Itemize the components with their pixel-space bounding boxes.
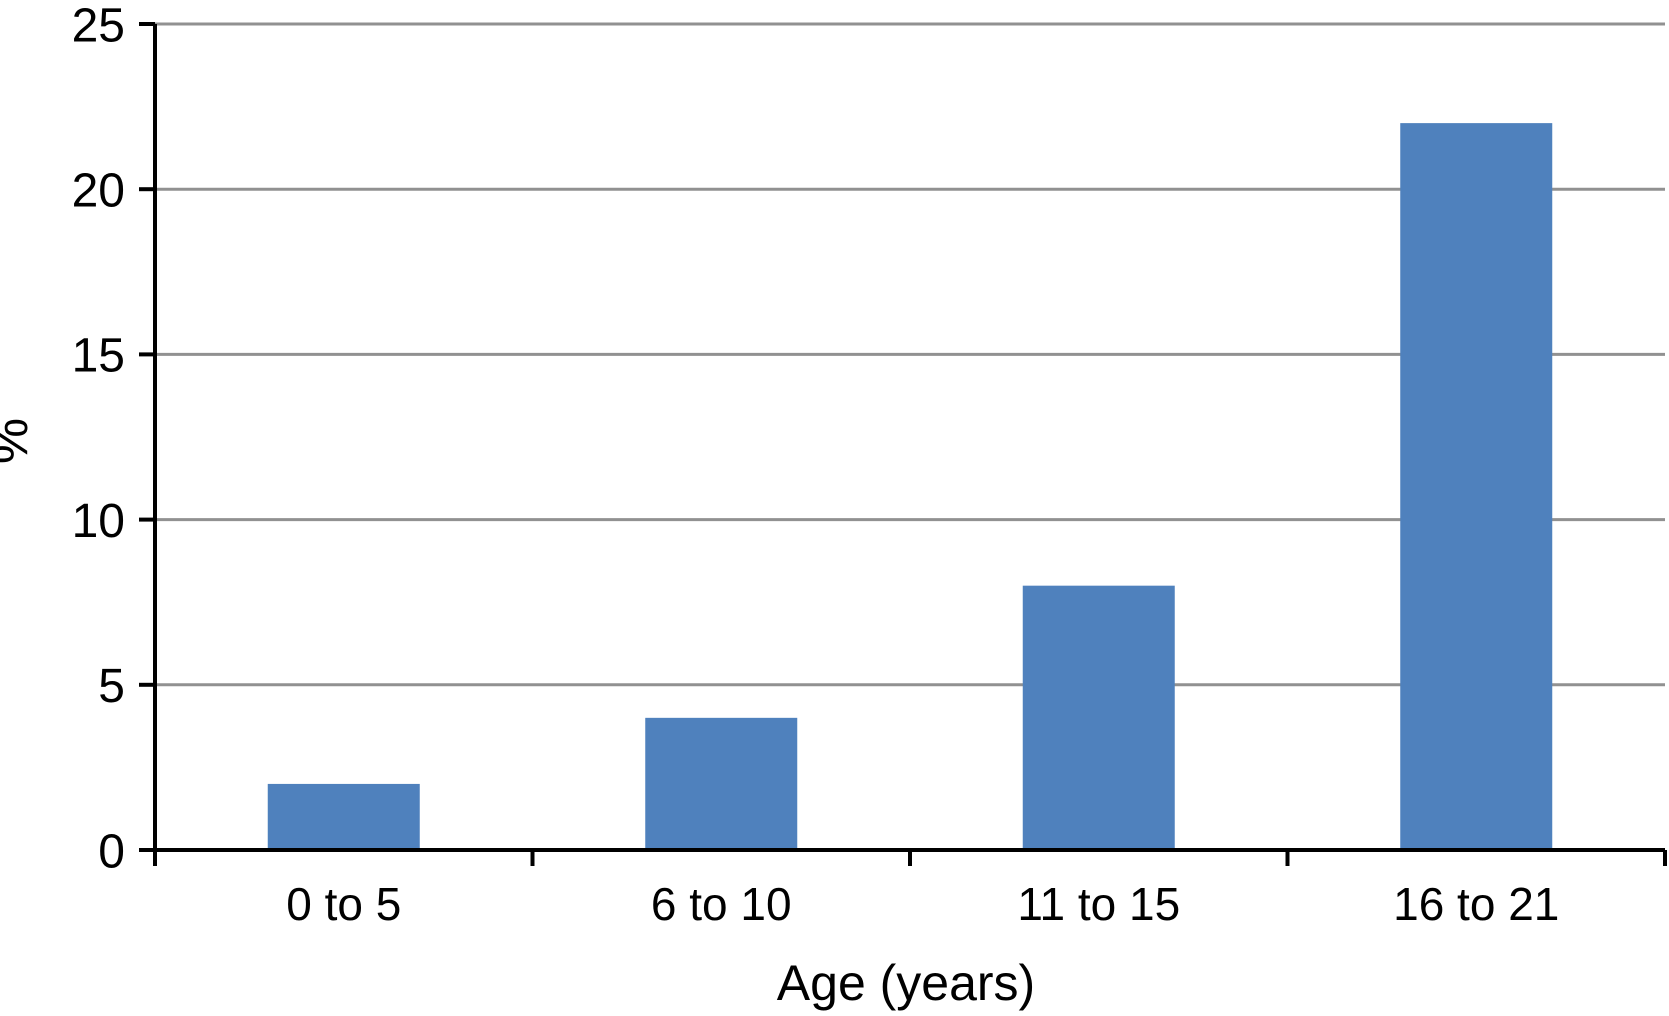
y-tick-label-15: 15 [72, 330, 125, 383]
axis-ticks [139, 22, 1667, 866]
bar-0-to-5 [267, 783, 420, 850]
y-tick-label-25: 25 [72, 0, 125, 52]
bar-6-to-10 [645, 717, 798, 850]
bar-16-to-21 [1400, 123, 1553, 851]
x-tick-label-6-to-10: 6 to 10 [651, 878, 792, 930]
y-tick-label-0: 0 [98, 825, 125, 878]
x-tick-label-0-to-5: 0 to 5 [286, 878, 401, 930]
y-axis-title: % [0, 418, 39, 464]
bars [267, 123, 1553, 851]
y-tick-label-10: 10 [72, 495, 125, 548]
bar-11-to-15 [1022, 585, 1175, 850]
y-tick-labels: 0 5 10 15 20 25 [72, 0, 125, 878]
x-axis-title: Age (years) [777, 955, 1035, 1011]
x-tick-labels: 0 to 5 6 to 10 11 to 15 16 to 21 [286, 878, 1559, 930]
x-tick-label-16-to-21: 16 to 21 [1393, 878, 1559, 930]
y-tick-label-20: 20 [72, 164, 125, 217]
x-tick-label-11-to-15: 11 to 15 [1017, 878, 1180, 930]
y-tick-label-5: 5 [98, 660, 125, 713]
